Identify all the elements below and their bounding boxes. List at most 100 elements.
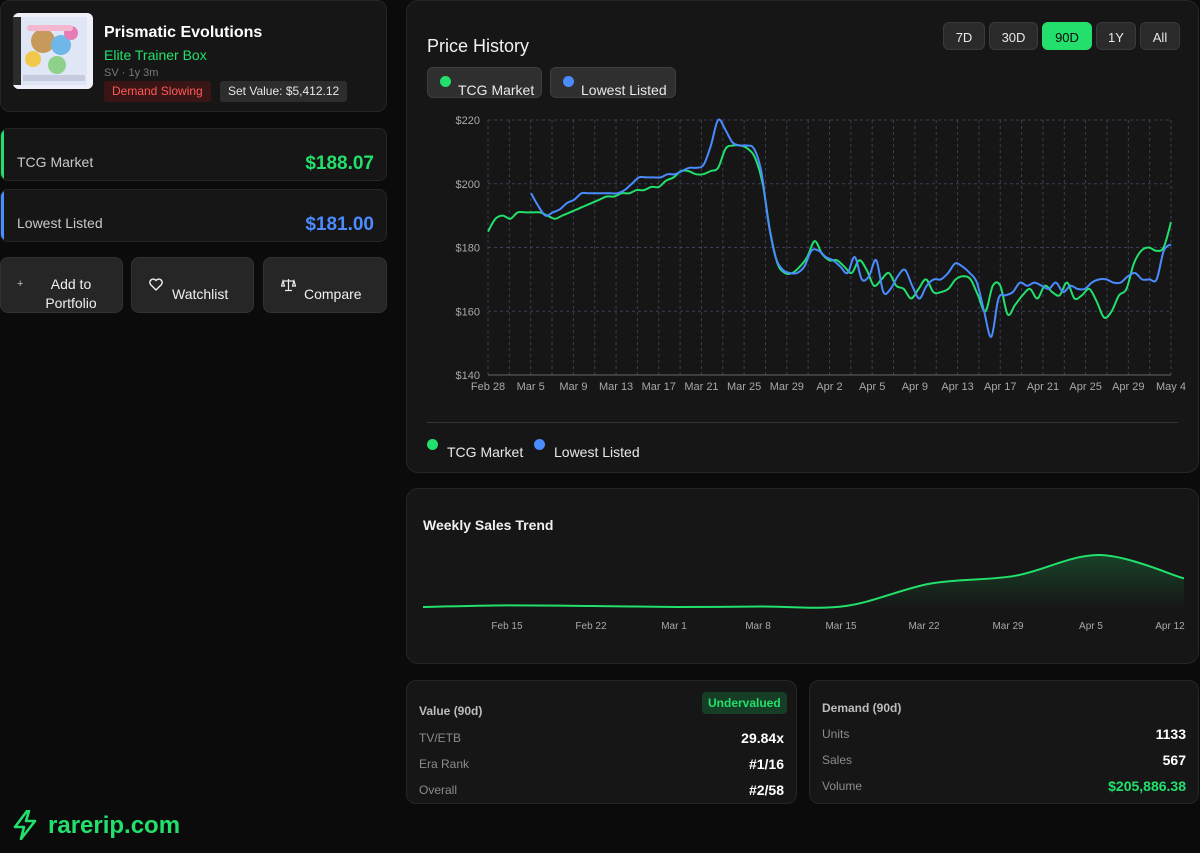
price-history-chart: $140 $160 $180 $200 $220 Feb 28 Mar 5 Mar 9 Mar … bbox=[456, 115, 1186, 393]
product-subtitle: Elite Trainer Box bbox=[104, 47, 207, 63]
x-tick-label: Mar 29 bbox=[992, 621, 1024, 632]
add-to-portfolio-button[interactable]: + Add to Portfolio bbox=[0, 257, 123, 313]
x-tick-label: Mar 13 bbox=[599, 381, 633, 393]
weekly-sales-line bbox=[422, 553, 1185, 609]
x-tick-label: Apr 9 bbox=[902, 381, 928, 393]
stat-label: Volume bbox=[822, 779, 863, 793]
value-heading: Value (90d) bbox=[419, 704, 483, 718]
price-history-card: $140 $160 $180 $200 $220 Feb 28 Mar 5 Mar 9 Mar … bbox=[406, 0, 1199, 473]
value-stats-card: Value (90d) Undervalued TV/ETB 29.84x Er… bbox=[406, 680, 797, 804]
demand-status-badge: Demand Slowing bbox=[104, 81, 211, 102]
stat-label: Sales bbox=[822, 753, 853, 767]
x-tick-label: May 4 bbox=[1156, 381, 1186, 393]
stat-value: $205,886.38 bbox=[1108, 778, 1186, 794]
product-card: Prismatic Evolutions Elite Trainer Box S… bbox=[0, 0, 387, 112]
x-tick-label: Mar 21 bbox=[684, 381, 718, 393]
blue-dot-icon bbox=[563, 76, 574, 87]
x-tick-label: Mar 9 bbox=[559, 381, 587, 393]
plus-icon: + bbox=[17, 278, 24, 290]
stat-value: 1133 bbox=[1155, 726, 1186, 742]
watchlist-button[interactable]: Watchlist bbox=[131, 257, 254, 313]
legend-lowest-label: Lowest Listed bbox=[554, 444, 640, 460]
series-line-lowest-listed bbox=[530, 118, 1172, 338]
stat-label: Era Rank bbox=[419, 757, 470, 771]
product-title: Prismatic Evolutions bbox=[104, 24, 263, 41]
compare-button[interactable]: Compare bbox=[263, 257, 387, 313]
x-tick-label: Feb 28 bbox=[471, 381, 505, 393]
green-dot-icon bbox=[440, 76, 451, 87]
x-tick-label: Apr 5 bbox=[859, 381, 885, 393]
stat-label: Units bbox=[822, 727, 850, 741]
lowest-listed-label: Lowest Listed bbox=[17, 215, 103, 231]
range-all-button[interactable]: All bbox=[1140, 22, 1180, 50]
x-tick-label: Apr 13 bbox=[941, 381, 973, 393]
lightning-bolt-icon bbox=[12, 809, 38, 845]
lowest-listed-value: $181.00 bbox=[305, 214, 374, 235]
weekly-area-fill bbox=[423, 554, 1184, 609]
product-meta: SV · 1y 3m bbox=[104, 67, 159, 79]
lowest-listed-toggle[interactable]: Lowest Listed bbox=[550, 67, 676, 98]
legend-divider bbox=[427, 422, 1178, 423]
blue-dot-icon bbox=[534, 439, 545, 450]
weekly-sales-card: Weekly Sales Trend Feb 15 Feb 22 Mar 1 Mar … bbox=[406, 488, 1199, 664]
y-tick-label: $220 bbox=[456, 115, 480, 127]
stat-label: TV/ETB bbox=[419, 731, 462, 745]
product-image[interactable] bbox=[13, 13, 93, 89]
tcg-accent-bar bbox=[1, 129, 4, 180]
lowest-listed-row: Lowest Listed $181.00 bbox=[0, 189, 387, 242]
x-tick-label: Apr 17 bbox=[984, 381, 1016, 393]
price-history-title: Price History bbox=[427, 36, 530, 56]
range-1y-button[interactable]: 1Y bbox=[1096, 22, 1136, 50]
y-tick-label: $160 bbox=[456, 306, 480, 318]
brand-name: rarerip.com bbox=[48, 812, 181, 839]
x-tick-label: Mar 8 bbox=[745, 621, 771, 632]
x-tick-label: Mar 25 bbox=[727, 381, 761, 393]
stat-value: 567 bbox=[1162, 752, 1186, 768]
x-tick-label: Mar 22 bbox=[908, 621, 940, 632]
green-dot-icon bbox=[427, 439, 438, 450]
lowest-toggle-label: Lowest Listed bbox=[581, 82, 667, 98]
series-line-tcg-market bbox=[487, 144, 1172, 319]
undervalued-badge: Undervalued bbox=[702, 692, 787, 714]
x-tick-label: Mar 29 bbox=[770, 381, 804, 393]
weekly-sales-chart: Feb 15 Feb 22 Mar 1 Mar 8 Mar 15 Mar 22 Mar 29… bbox=[422, 553, 1185, 632]
stat-value: #1/16 bbox=[748, 756, 784, 772]
legend-tcg-label: TCG Market bbox=[447, 444, 524, 460]
range-90d-button[interactable]: 90D bbox=[1042, 22, 1092, 50]
demand-stats-card: Demand (90d) Units 1133 Sales 567 Volume… bbox=[809, 680, 1199, 804]
x-tick-label: Apr 25 bbox=[1069, 381, 1101, 393]
stat-label: Overall bbox=[419, 783, 458, 797]
range-7d-button[interactable]: 7D bbox=[943, 22, 985, 50]
tcg-market-toggle[interactable]: TCG Market bbox=[427, 67, 542, 98]
x-tick-label: Mar 1 bbox=[661, 621, 687, 632]
x-tick-label: Feb 22 bbox=[575, 621, 607, 632]
heart-icon bbox=[149, 278, 163, 294]
x-tick-label: Apr 2 bbox=[816, 381, 842, 393]
compare-label: Compare bbox=[304, 286, 362, 302]
stat-value: #2/58 bbox=[748, 782, 784, 798]
x-tick-label: Mar 15 bbox=[825, 621, 857, 632]
y-tick-label: $180 bbox=[456, 243, 480, 255]
x-tick-label: Mar 17 bbox=[642, 381, 676, 393]
tcg-market-row: TCG Market $188.07 bbox=[0, 128, 387, 181]
scale-icon bbox=[280, 278, 297, 295]
x-tick-label: Mar 5 bbox=[517, 381, 545, 393]
y-tick-label: $200 bbox=[456, 179, 480, 191]
x-tick-label: Apr 5 bbox=[1079, 621, 1103, 632]
x-tick-label: Apr 12 bbox=[1155, 621, 1185, 632]
range-30d-button[interactable]: 30D bbox=[989, 22, 1038, 50]
watchlist-label: Watchlist bbox=[172, 286, 229, 302]
tcg-market-label: TCG Market bbox=[17, 154, 94, 170]
set-value-badge: Set Value: $5,412.12 bbox=[220, 81, 348, 102]
x-tick-label: Apr 29 bbox=[1112, 381, 1144, 393]
stat-value: 29.84x bbox=[741, 730, 784, 746]
x-tick-label: Feb 15 bbox=[491, 621, 523, 632]
demand-heading: Demand (90d) bbox=[822, 701, 902, 715]
tcg-market-value: $188.07 bbox=[305, 153, 374, 174]
tcg-toggle-label: TCG Market bbox=[458, 82, 535, 98]
lowest-accent-bar bbox=[1, 190, 4, 241]
x-tick-label: Apr 21 bbox=[1027, 381, 1059, 393]
weekly-sales-title: Weekly Sales Trend bbox=[423, 517, 554, 533]
add-to-portfolio-label: Add to Portfolio bbox=[45, 276, 97, 311]
y-tick-label: $140 bbox=[456, 370, 480, 382]
